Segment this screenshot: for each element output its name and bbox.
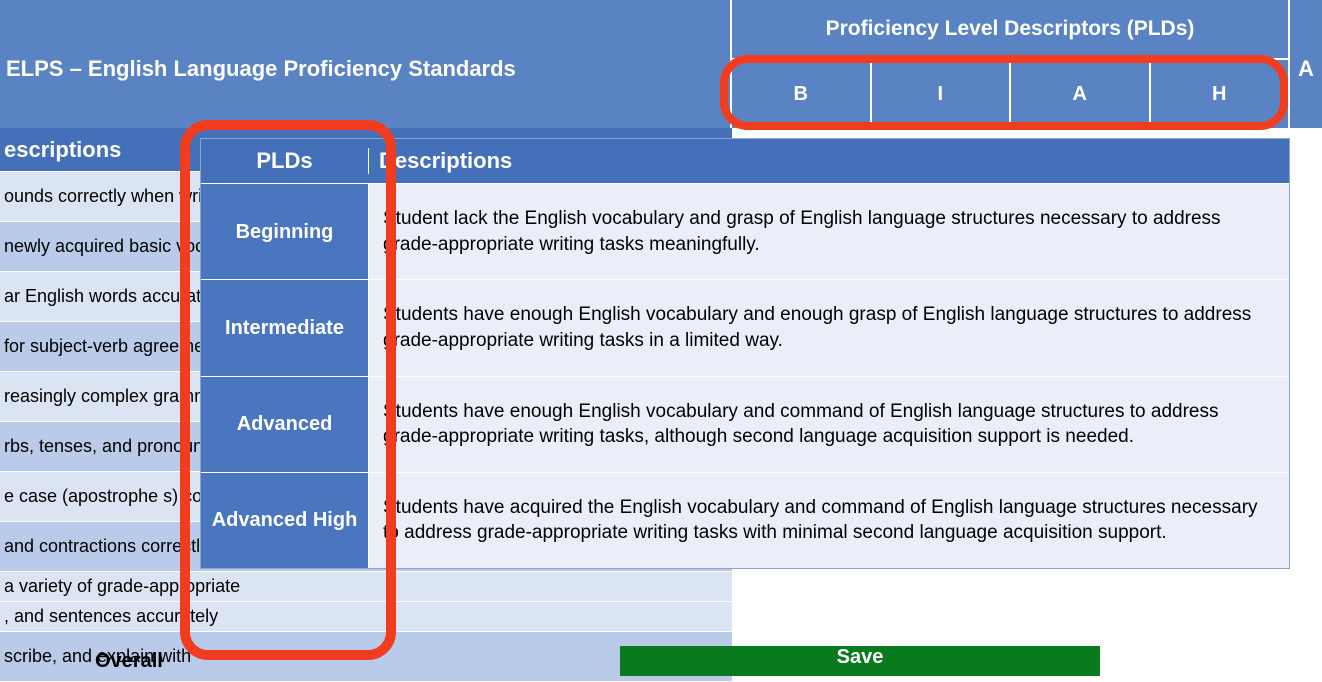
pld-descriptor-table: PLDs Descriptions Beginning Student lack… (200, 138, 1290, 569)
left-row: a variety of grade-appropriate (0, 572, 732, 602)
pld-level-desc: Students have acquired the English vocab… (369, 473, 1289, 568)
pld-letter-row: B I A H (732, 60, 1288, 128)
pld-letter-i[interactable]: I (872, 60, 1012, 128)
pld-level-desc: Students have enough English vocabulary … (369, 280, 1289, 375)
pld-level-label: Beginning (201, 184, 369, 279)
pld-level-desc: Student lack the English vocabulary and … (369, 184, 1289, 279)
pld-level-desc: Students have enough English vocabulary … (369, 377, 1289, 472)
save-button[interactable]: Save (620, 646, 1100, 676)
left-row: , and sentences accurately (0, 602, 732, 632)
pld-row-beginning: Beginning Student lack the English vocab… (201, 183, 1289, 279)
pld-title: Proficiency Level Descriptors (PLDs) (732, 0, 1288, 60)
pld-table-header-right: Descriptions (369, 148, 1289, 174)
pld-table-header: PLDs Descriptions (201, 139, 1289, 183)
pld-letter-a[interactable]: A (1011, 60, 1151, 128)
top-header-row: ELPS – English Language Proficiency Stan… (0, 0, 1322, 128)
pld-letter-h[interactable]: H (1151, 60, 1289, 128)
pld-level-label: Advanced (201, 377, 369, 472)
pld-table-header-left: PLDs (201, 148, 369, 174)
right-header-sliver: A (1290, 0, 1322, 128)
pld-header-block: Proficiency Level Descriptors (PLDs) B I… (732, 0, 1290, 128)
overall-label: Overall (95, 650, 163, 673)
pld-level-label: Intermediate (201, 280, 369, 375)
pld-row-advanced: Advanced Students have enough English vo… (201, 376, 1289, 472)
pld-letter-b[interactable]: B (732, 60, 872, 128)
elps-title: ELPS – English Language Proficiency Stan… (0, 0, 732, 128)
pld-row-advanced-high: Advanced High Students have acquired the… (201, 472, 1289, 568)
pld-row-intermediate: Intermediate Students have enough Englis… (201, 279, 1289, 375)
pld-level-label: Advanced High (201, 473, 369, 568)
